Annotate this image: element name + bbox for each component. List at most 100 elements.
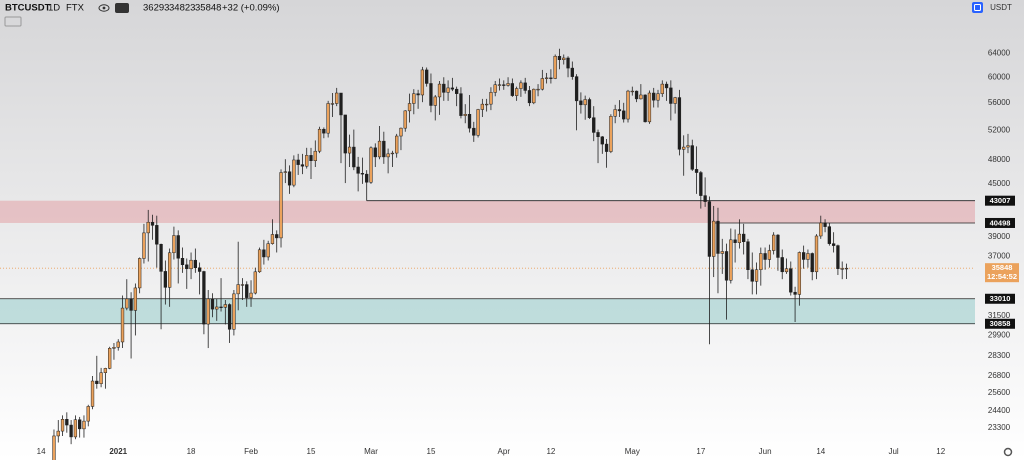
candle-body <box>793 291 797 295</box>
settings-gear[interactable] <box>1003 447 1013 457</box>
candle-body <box>125 298 129 309</box>
candle-body <box>639 94 643 100</box>
candle-body <box>801 252 806 260</box>
candle-body <box>180 258 185 266</box>
x-tick-label: Feb <box>244 447 258 456</box>
candle-body <box>90 380 95 407</box>
candle-body <box>733 239 737 243</box>
candle-body <box>365 173 369 183</box>
candle-body <box>309 155 313 161</box>
candle-body <box>65 419 69 426</box>
candle-body <box>737 233 742 243</box>
candle-body <box>467 114 472 129</box>
candle-body <box>729 239 733 281</box>
candle-body <box>673 97 677 104</box>
candle-body <box>296 159 300 165</box>
candle-body <box>240 284 245 286</box>
candle-body <box>574 76 579 102</box>
settings-chip[interactable] <box>115 3 129 13</box>
candle-body <box>279 172 283 239</box>
x-tick-label: 17 <box>696 447 705 456</box>
candle-body <box>399 127 403 137</box>
candle-body <box>245 284 249 298</box>
candle-body <box>425 69 429 84</box>
candle-body <box>103 368 108 373</box>
x-tick-label: 18 <box>187 447 196 456</box>
candle-body <box>386 153 390 158</box>
candle-body <box>609 116 613 152</box>
candle-body <box>712 220 716 257</box>
candle-body <box>223 304 227 308</box>
candle-body <box>257 249 262 273</box>
candle-body <box>450 87 455 90</box>
candle-body <box>82 420 86 430</box>
candle-body <box>690 145 694 170</box>
candle-body <box>570 67 574 77</box>
collapse-button[interactable] <box>4 16 22 27</box>
candle-body <box>300 164 305 167</box>
candle-body <box>480 103 485 110</box>
x-tick-label: 12 <box>936 447 945 456</box>
candle-body <box>506 83 510 86</box>
candle-body <box>429 83 433 106</box>
candle-body <box>759 253 763 270</box>
x-tick-label: Jul <box>888 447 898 456</box>
candle-body <box>232 293 236 330</box>
candle-body <box>369 147 373 183</box>
candle-body <box>536 88 540 91</box>
candle-body <box>840 268 844 270</box>
candle-body <box>108 348 112 369</box>
candle-body <box>604 143 609 152</box>
candle-body <box>150 221 155 226</box>
x-tick-label: 15 <box>427 447 436 456</box>
candle-body <box>129 298 133 311</box>
candle-body <box>703 195 707 202</box>
candle-body <box>446 87 450 93</box>
candle-body <box>330 103 335 105</box>
candle-body <box>69 424 73 438</box>
x-tick-label: 15 <box>307 447 316 456</box>
y-tick-label: 56000 <box>988 98 1011 107</box>
exchange: FTX <box>66 3 85 14</box>
compare-button[interactable] <box>972 2 983 13</box>
candle-body <box>472 127 476 136</box>
y-tick-label: 37000 <box>988 252 1011 261</box>
candle-body <box>343 114 347 154</box>
legend-bar: BTCUSDT 1D FTX 36293 34823 35848 +32 (+0… <box>4 3 280 27</box>
currency[interactable]: USDT <box>990 3 1012 12</box>
candle-body <box>579 100 583 106</box>
level-label-box <box>985 318 1015 329</box>
candle-body <box>694 169 699 173</box>
level-label-box <box>985 217 1015 228</box>
candle-body <box>566 57 570 69</box>
candle-body <box>476 109 480 136</box>
candle-body <box>656 93 660 101</box>
candle-body <box>514 88 519 96</box>
candle-body <box>305 155 309 167</box>
candle-body <box>523 82 527 91</box>
candle-body <box>600 136 604 145</box>
candle-body <box>206 298 210 325</box>
candle-body <box>163 271 168 288</box>
candle-body <box>540 78 544 90</box>
candle-body <box>95 380 99 384</box>
candle-body <box>617 109 622 112</box>
candle-body <box>652 92 656 101</box>
y-tick-label: 29900 <box>988 331 1011 340</box>
candle-body <box>352 146 356 168</box>
candle-body <box>189 259 193 270</box>
zone <box>0 298 975 324</box>
candle-body <box>335 92 339 104</box>
y-tick-label: 64000 <box>988 48 1011 57</box>
y-tick-label: 39000 <box>988 232 1011 241</box>
candle-body <box>767 250 772 260</box>
visibility-icon[interactable] <box>98 4 110 12</box>
candle-body <box>395 135 399 154</box>
candle-body <box>784 268 789 273</box>
symbol: BTCUSDT <box>5 3 51 14</box>
candle-body <box>592 117 596 133</box>
candle-body <box>322 128 326 134</box>
candle-body <box>754 269 759 282</box>
